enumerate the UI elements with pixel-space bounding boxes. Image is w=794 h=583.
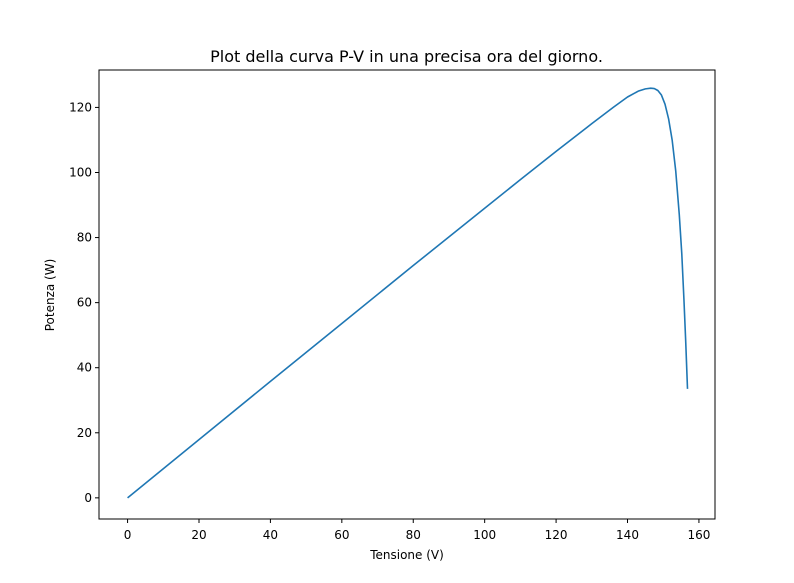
x-tick-label: 40 (263, 528, 278, 542)
x-tick-label: 60 (334, 528, 349, 542)
plot-frame (98, 69, 716, 520)
y-tick-label: 80 (77, 231, 92, 245)
x-tick-label: 160 (687, 528, 710, 542)
x-tick-label: 80 (406, 528, 421, 542)
x-tick-label: 100 (473, 528, 496, 542)
y-tick-label: 60 (77, 296, 92, 310)
y-tick-label: 0 (84, 491, 92, 505)
chart-title: Plot della curva P-V in una precisa ora … (210, 47, 603, 66)
series-line-0 (127, 87, 689, 499)
y-axis-label: Potenza (W) (43, 259, 57, 332)
y-tick-label: 100 (69, 165, 92, 179)
x-tick-label: 0 (124, 528, 132, 542)
x-axis-label: Tensione (V) (369, 548, 444, 562)
y-tick-label: 20 (77, 426, 92, 440)
y-tick-label: 120 (69, 100, 92, 114)
x-tick-label: 20 (191, 528, 206, 542)
x-tick-label: 140 (616, 528, 639, 542)
plot-area (127, 87, 689, 499)
x-tick-label: 120 (545, 528, 568, 542)
y-tick-label: 40 (77, 361, 92, 375)
